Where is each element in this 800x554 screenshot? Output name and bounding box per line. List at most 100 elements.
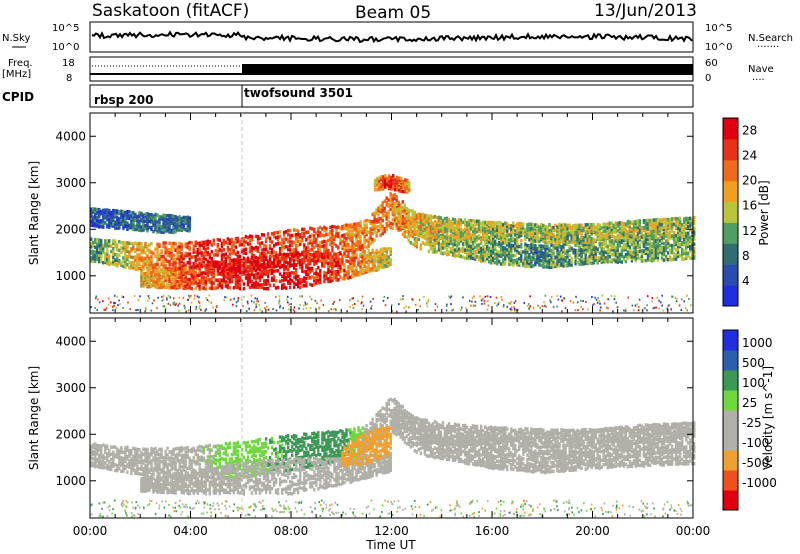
heatmap-cell [529,305,532,308]
heatmap-cell [419,223,422,228]
heatmap-cell [299,233,302,237]
heatmap-cell [158,265,161,269]
heatmap-cell [176,254,179,258]
heatmap-cell [216,238,219,242]
heatmap-cell [230,247,234,251]
heatmap-cell [206,251,209,255]
heatmap-cell [200,251,203,255]
heatmap-cell [500,252,503,257]
heatmap-cell [106,246,109,250]
heatmap-cell [274,279,278,283]
heatmap-cell [188,294,190,297]
heatmap-cell [303,227,306,232]
heatmap-cell [116,258,119,262]
heatmap-cell [122,240,125,245]
heatmap-cell [98,240,101,245]
heatmap-cell [128,254,131,259]
heatmap-cell [550,296,553,298]
heatmap-cell [301,238,304,243]
heatmap-cell [266,274,270,279]
heatmap-cell [104,241,107,245]
heatmap-cell [297,274,300,279]
heatmap-cell [580,232,583,236]
heatmap-cell [307,230,310,234]
heatmap-cell [317,265,320,270]
heatmap-cell [339,235,342,239]
heatmap-cell [299,260,302,264]
heatmap-cell [154,247,157,251]
heatmap-cell [603,302,606,305]
heatmap-cell [198,251,201,255]
heatmap-cell [556,294,559,297]
heatmap-cell [162,244,165,249]
heatmap-cell [270,254,274,258]
heatmap-cell [178,260,181,265]
heatmap-cell [295,268,298,272]
heatmap-cell [234,252,238,256]
heatmap-cell [134,263,137,267]
heatmap-cell [682,237,686,242]
heatmap-cell [156,254,159,258]
heatmap-cell [331,249,334,253]
heatmap-cell [319,231,322,235]
heatmap-cell [682,220,686,225]
heatmap-cell [520,239,523,243]
heatmap-cell [94,245,97,249]
heatmap-cell [140,268,143,272]
heatmap-cell [582,236,585,240]
heatmap-cell [459,227,463,231]
heatmap-cell [259,308,261,311]
heatmap-cell [98,253,101,257]
date-title: 13/Jun/2013 [594,1,697,21]
heatmap-cell [150,263,153,267]
heatmap-cell [244,251,248,255]
heatmap-cell [301,265,304,270]
heatmap-cell [108,260,111,264]
heatmap-cell [198,241,201,245]
heatmap-cell [158,242,161,247]
heatmap-cell [180,242,183,247]
heatmap-cell [266,286,270,291]
heatmap-cell [400,185,403,189]
heatmap-cell [168,254,171,258]
heatmap-cell [170,262,173,267]
heatmap-cell [206,273,209,278]
heatmap-cell [276,269,280,273]
heatmap-cell [184,251,187,256]
heatmap-cell [114,252,117,257]
heatmap-cell [136,244,139,248]
heatmap-cell [230,240,234,244]
heatmap-cell [198,248,201,252]
heatmap-cell [104,256,107,260]
heatmap-cell [319,277,322,282]
heatmap-cell [264,257,268,262]
heatmap-cell [501,298,503,301]
heatmap-cell [439,248,443,253]
heatmap-cell [359,270,362,274]
heatmap-cell [134,258,137,263]
heatmap-cell [120,250,123,255]
heatmap-cell [178,264,181,268]
heatmap-cell [137,308,139,311]
heatmap-cell [250,234,254,239]
heatmap-cell [502,223,505,227]
heatmap-cell [602,234,605,238]
heatmap-cell [126,241,129,245]
heatmap-cell [439,242,443,247]
cpid-mode-1: rbsp 200 [94,93,153,107]
cpid-label: CPID [2,90,34,104]
heatmap-cell [325,258,328,262]
heatmap-cell [184,244,187,249]
heatmap-cell [359,247,362,252]
cpid-frame [89,84,694,108]
heatmap-cell [122,256,125,260]
heatmap-cell [180,244,183,248]
heatmap-cell [246,256,250,260]
heatmap-cell [184,266,187,270]
heatmap-cell [615,301,617,304]
heatmap-cell [283,241,286,245]
heatmap-cell [339,226,342,231]
heatmap-cell [151,302,154,305]
heatmap-cell [379,183,383,187]
